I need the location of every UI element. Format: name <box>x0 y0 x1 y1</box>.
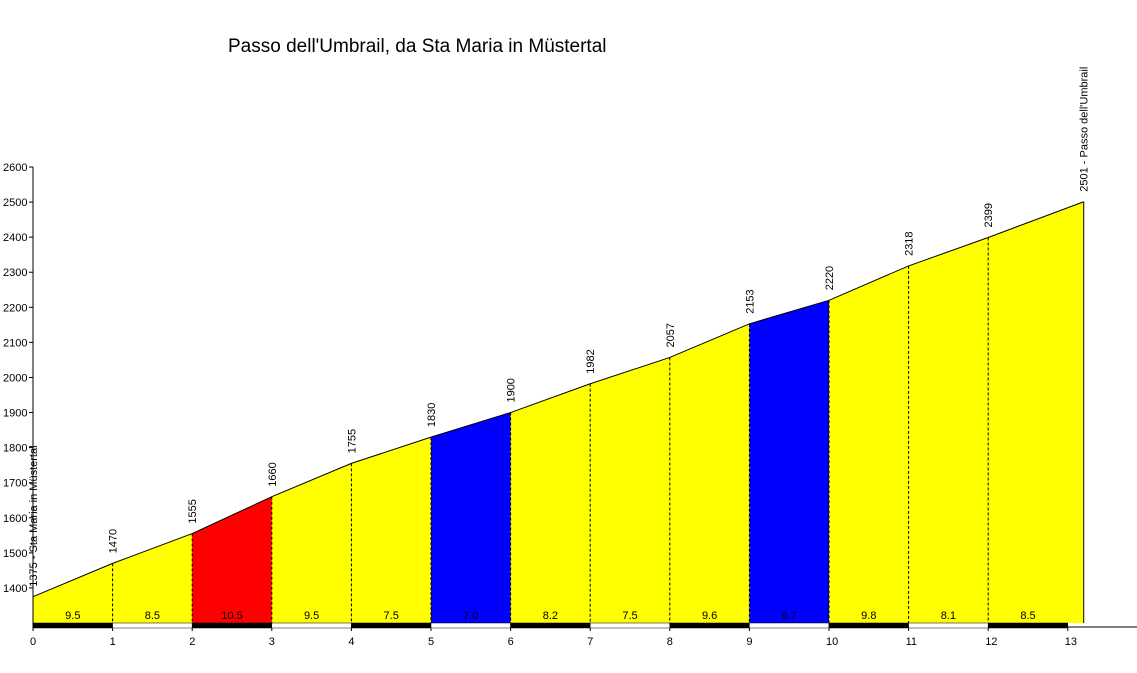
x-tick-label: 7 <box>587 636 593 648</box>
grade-label: 8.2 <box>543 610 558 622</box>
grade-label: 9.5 <box>65 610 80 622</box>
profile-line-group <box>32 201 1084 598</box>
y-tick-label: 1400 <box>3 583 27 595</box>
profile-line <box>32 201 1084 598</box>
stripe-segment <box>271 622 352 629</box>
grade-label: 7.5 <box>622 610 637 622</box>
y-tick-label: 1800 <box>3 443 27 455</box>
elevation-label: 2399 <box>983 203 995 227</box>
x-tick-label: 5 <box>428 636 434 648</box>
grade-label: 10.5 <box>221 610 242 622</box>
x-tick-label: 9 <box>746 636 752 648</box>
grade-label: 8.5 <box>145 610 160 622</box>
stripe-segment <box>669 622 750 629</box>
stripe-segment <box>828 622 909 629</box>
elevation-label: 2057 <box>665 323 677 347</box>
y-tick-label: 1900 <box>3 408 27 420</box>
y-tick-label: 2000 <box>3 372 27 384</box>
x-tick-label: 10 <box>826 636 838 648</box>
chart-title: Passo dell'Umbrail, da Sta Maria in Müst… <box>228 36 607 57</box>
elevation-label: 2501 - Passo dell'Umbrail <box>1079 67 1091 192</box>
segment-fill <box>271 463 352 623</box>
x-tick-label: 2 <box>189 636 195 648</box>
segment-fill <box>749 300 829 623</box>
segment-fills <box>33 201 1084 624</box>
y-tick-label: 2400 <box>3 232 27 244</box>
grade-labels: 9.5 8.5 10.5 9.5 7.5 7.0 8.2 7.5 9.6 6.7 9.8 8.1 8.5 <box>65 610 1035 622</box>
elevation-label: 2153 <box>744 289 756 313</box>
grade-label: 7.0 <box>463 610 478 622</box>
elevation-label: 2318 <box>904 231 916 255</box>
elevation-label: 2220 <box>824 266 836 290</box>
segment-fill <box>33 563 113 623</box>
y-tick-label: 2100 <box>3 337 27 349</box>
stripe-segment <box>908 622 989 629</box>
y-tick-label: 1700 <box>3 478 27 490</box>
segment-fill <box>431 412 511 623</box>
stripe-segment <box>112 622 193 629</box>
elevation-label: 1660 <box>267 462 279 486</box>
stripe-segment <box>32 622 113 629</box>
y-tick-label: 2500 <box>3 197 27 209</box>
segment-fill <box>669 323 750 623</box>
grade-label: 9.5 <box>304 610 319 622</box>
x-tick-label: 13 <box>1065 636 1077 648</box>
x-tick-label: 1 <box>110 636 116 648</box>
segment-fill <box>510 383 591 623</box>
segment-fill <box>908 237 989 623</box>
grade-label: 9.8 <box>861 610 876 622</box>
stripe-segment <box>987 622 1069 629</box>
y-tick-label: 2200 <box>3 302 27 314</box>
stripe-segment <box>510 622 591 629</box>
y-tick-label: 2600 <box>3 162 27 174</box>
elevation-label: 1555 <box>187 499 199 523</box>
segment-fill <box>192 496 272 623</box>
stripe-segment <box>430 622 511 629</box>
segment-fill <box>988 201 1084 624</box>
km-dividers <box>112 201 1085 623</box>
elevation-label: 1900 <box>506 378 518 402</box>
distance-stripe <box>32 622 1069 629</box>
x-tick-label: 8 <box>667 636 673 648</box>
y-tick-label: 1500 <box>3 548 27 560</box>
x-tick-label: 0 <box>30 636 36 648</box>
elevation-labels: 1375 - Sta Maria in Müstertal 1470 1555 166… <box>28 67 1091 587</box>
y-tick-label: 1600 <box>3 513 27 525</box>
x-tick-label: 3 <box>269 636 275 648</box>
segment-fill <box>351 437 431 623</box>
grade-label: 9.6 <box>702 610 717 622</box>
grade-label: 6.7 <box>782 610 797 622</box>
x-tick-labels: 0 1 2 3 4 5 6 7 8 9 10 11 12 13 <box>30 636 1077 648</box>
elevation-label: 1830 <box>426 403 438 427</box>
y-tick-label: 2300 <box>3 267 27 279</box>
x-tick-label: 6 <box>508 636 514 648</box>
elevation-label: 1375 - Sta Maria in Müstertal <box>28 445 40 586</box>
segment-fill <box>590 357 670 623</box>
y-tick-labels: 1400 1500 1600 1700 1800 1900 2000 2100 2200 2300… <box>3 162 27 595</box>
grade-label: 8.5 <box>1020 610 1035 622</box>
grade-label: 8.1 <box>941 610 956 622</box>
grade-label: 7.5 <box>384 610 399 622</box>
segment-fill <box>829 265 909 623</box>
x-tick-label: 11 <box>906 636 917 648</box>
x-tick-label: 4 <box>348 636 354 648</box>
elevation-label: 1470 <box>108 529 120 553</box>
stripe-segment <box>191 622 273 629</box>
stripe-segment <box>351 622 432 629</box>
elevation-label: 1982 <box>585 349 597 373</box>
x-tick-label: 12 <box>985 636 997 648</box>
elevation-label: 1755 <box>346 429 358 453</box>
stripe-segment <box>589 622 671 629</box>
stripe-segment <box>749 622 830 629</box>
